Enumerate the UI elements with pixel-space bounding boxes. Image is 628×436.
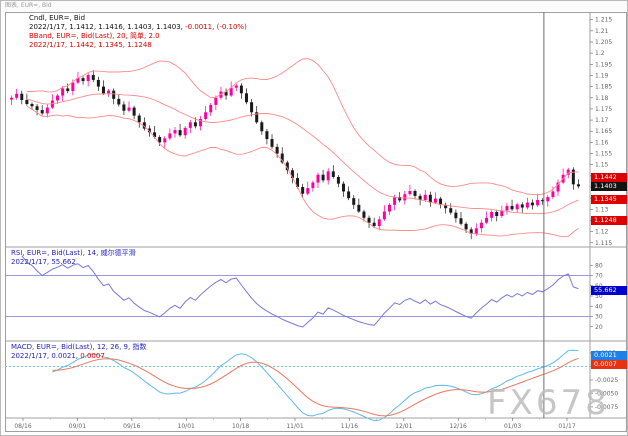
svg-text:10/01: 10/01 [178,423,195,430]
svg-text:50: 50 [595,293,603,300]
svg-text:1.2: 1.2 [595,50,605,57]
axis-label-bollinger-mid: 1.1345 [591,195,627,204]
time-axis: 08/16 09/01 09/16 10/01 10/18 11/01 11/16 12/01… [14,418,576,430]
price-axis: 1.1151.121.1251.131.1351.141.1451.151.15… [590,17,618,411]
svg-text:20: 20 [595,324,603,331]
axis-label-macd-value: 0.0021 [591,351,627,360]
svg-text:1.175: 1.175 [595,106,612,113]
bollinger-bands [26,58,579,238]
svg-text:-0.0075: -0.0075 [595,404,618,411]
svg-text:09/16: 09/16 [123,423,140,430]
svg-text:11/01: 11/01 [286,423,303,430]
svg-text:1.155: 1.155 [595,151,612,158]
axis-label-last-price: 1.1403 [591,182,627,191]
svg-text:1.185: 1.185 [595,84,612,91]
svg-text:1.19: 1.19 [595,72,609,79]
svg-text:12/16: 12/16 [450,423,467,430]
svg-text:01/03: 01/03 [504,423,521,430]
svg-text:09/01: 09/01 [69,423,86,430]
candlestick-series [10,70,580,240]
svg-text:1.16: 1.16 [595,139,609,146]
svg-text:1.13: 1.13 [595,206,609,213]
svg-text:1.17: 1.17 [595,117,609,124]
svg-text:1.165: 1.165 [595,128,612,135]
svg-text:70: 70 [595,273,603,280]
svg-text:1.21: 1.21 [595,28,609,35]
window-title: 图表, EUR=, Bid [5,2,52,9]
svg-text:1.115: 1.115 [595,240,612,247]
axis-label-macd-signal: 0.0007 [591,360,627,369]
svg-text:-0.0050: -0.0050 [595,390,618,397]
svg-text:40: 40 [595,303,603,310]
svg-text:01/17: 01/17 [558,423,575,430]
svg-text:80: 80 [595,262,603,269]
svg-text:30: 30 [595,314,603,321]
axis-label-bollinger-lower: 1.1248 [591,216,627,225]
window-titlebar[interactable]: 图表, EUR=, Bid [1,1,627,11]
svg-text:1.18: 1.18 [595,95,609,102]
axis-label-rsi-value: 55.662 [591,286,627,295]
svg-text:-0.0025: -0.0025 [595,377,618,384]
svg-text:1.15: 1.15 [595,162,609,169]
svg-text:11/16: 11/16 [341,423,358,430]
svg-text:10/18: 10/18 [232,423,249,430]
svg-text:08/16: 08/16 [14,423,31,430]
axis-label-bollinger-upper: 1.1442 [591,173,627,182]
macd-panel [5,349,590,422]
svg-text:1.215: 1.215 [595,17,612,24]
panel-frames [5,12,627,432]
svg-text:1.12: 1.12 [595,229,609,236]
rsi-panel [5,255,590,328]
svg-text:12/01: 12/01 [395,423,412,430]
svg-text:1.195: 1.195 [595,61,612,68]
svg-text:1.205: 1.205 [595,39,612,46]
